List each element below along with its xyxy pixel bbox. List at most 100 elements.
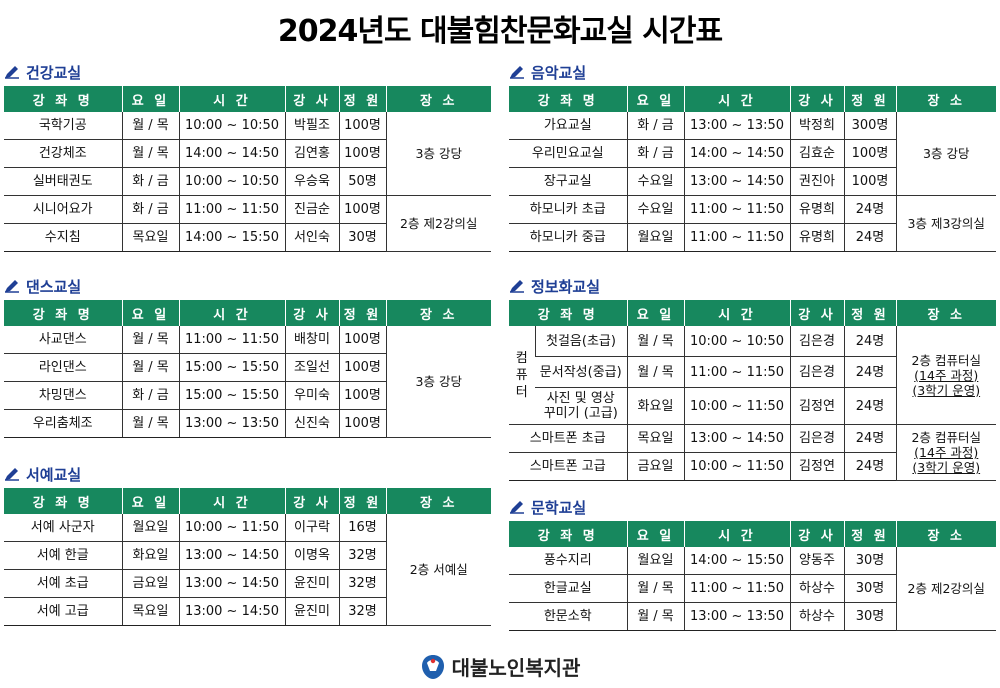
course-capacity: 300명 [843, 112, 896, 140]
table-row: 차밍댄스 화 / 금 15:00 ~ 15:50 우미숙 100명 [4, 381, 491, 410]
col-header-time: 시 간 [178, 86, 286, 112]
location-line: 2층 컴퓨터실 [911, 430, 981, 445]
course-time: 13:00 ~ 13:50 [178, 409, 285, 438]
course-day: 월 / 목 [626, 326, 684, 357]
table-row: 서예 한글 화요일 13:00 ~ 14:50 이명옥 32명 [4, 541, 491, 570]
table-row: 실버태권도 화 / 금 10:00 ~ 10:50 우승욱 50명 [4, 167, 491, 196]
course-time: 14:00 ~ 15:50 [178, 223, 285, 252]
schedule-table: 강 좌 명 요 일 시 간 강 사 정 원 장 소 컴 퓨 터 첫걸음(초급) … [509, 300, 996, 481]
group-label-computer: 컴 퓨 터 [509, 326, 535, 425]
table-row: 우리춤체조 월 / 목 13:00 ~ 13:50 신진숙 100명 [4, 409, 491, 438]
course-day: 화요일 [626, 387, 684, 425]
course-day: 수요일 [626, 167, 684, 196]
course-day: 월 / 목 [121, 409, 179, 438]
course-day: 월요일 [626, 547, 684, 575]
table-row: 건강체조 월 / 목 14:00 ~ 14:50 김연홍 100명 [4, 139, 491, 168]
col-header-time: 시 간 [683, 300, 791, 326]
course-name: 사교댄스 [4, 326, 122, 354]
course-teacher: 유명희 [789, 223, 844, 252]
section-header: 문학교실 [509, 497, 996, 517]
course-day: 화 / 금 [121, 195, 179, 224]
course-time: 10:00 ~ 10:50 [178, 167, 285, 196]
section-header: 건강교실 [4, 62, 491, 82]
course-day: 화 / 금 [626, 112, 684, 140]
course-day: 화 / 금 [121, 167, 179, 196]
col-header-name: 강 좌 명 [4, 86, 123, 112]
course-time: 11:00 ~ 11:50 [683, 223, 790, 252]
course-name: 수지침 [4, 223, 122, 252]
pencil-icon [510, 66, 524, 79]
course-name: 장구교실 [509, 167, 627, 196]
location-note: (3학기 운영) [912, 382, 981, 398]
col-header-time: 시 간 [683, 86, 791, 112]
section-health: 건강교실 강 좌 명 요 일 시 간 강 사 정 원 장 소 국학기공 월 / … [4, 62, 491, 252]
group-label-char: 컴 [515, 350, 528, 366]
section-info: 정보화교실 강 좌 명 요 일 시 간 강 사 정 원 장 소 컴 퓨 터 첫걸… [509, 276, 996, 481]
course-day: 목요일 [626, 424, 684, 453]
pencil-icon [5, 468, 19, 481]
col-header-capacity: 정 원 [843, 86, 897, 112]
table-row: 컴 퓨 터 첫걸음(초급) 월 / 목 10:00 ~ 10:50 김은경 24… [509, 326, 996, 425]
course-name: 서예 초급 [4, 569, 122, 598]
course-teacher: 조일선 [284, 353, 339, 382]
course-capacity: 100명 [843, 139, 896, 168]
course-name: 차밍댄스 [4, 381, 122, 410]
course-name: 서예 고급 [4, 597, 122, 626]
table-row: 가요교실 화 / 금 13:00 ~ 13:50 박정희 300명 3층 강당 [509, 112, 996, 196]
section-music: 음악교실 강 좌 명 요 일 시 간 강 사 정 원 장 소 가요교실 화 / … [509, 62, 996, 252]
section-dance: 댄스교실 강 좌 명 요 일 시 간 강 사 정 원 장 소 사교댄스 월 / … [4, 276, 491, 438]
section-title: 음악교실 [531, 63, 587, 82]
course-location: 3층 강당 [385, 112, 491, 196]
col-header-name: 강 좌 명 [509, 521, 628, 547]
table-row: 하모니카 초급 수요일 11:00 ~ 11:50 유명희 24명 3층 제3강… [509, 195, 996, 252]
course-capacity: 24명 [843, 326, 896, 357]
course-location: 2층 제2강의실 [385, 195, 491, 252]
course-capacity: 100명 [338, 326, 386, 354]
course-day: 금요일 [121, 569, 179, 598]
course-teacher: 신진숙 [284, 409, 339, 438]
pencil-icon [510, 280, 524, 293]
course-location: 2층 컴퓨터실 (14주 과정) (3학기 운영) [895, 326, 996, 425]
course-teacher: 우승욱 [284, 167, 339, 196]
course-location: 2층 서예실 [385, 514, 491, 626]
col-header-day: 요 일 [121, 300, 180, 326]
course-capacity: 24명 [843, 387, 896, 425]
course-teacher: 유명희 [789, 195, 844, 224]
course-name: 풍수지리 [509, 547, 627, 575]
col-header-teacher: 강 사 [789, 521, 845, 547]
location-note: (14주 과정) [914, 445, 979, 460]
schedule-table: 강 좌 명 요 일 시 간 강 사 정 원 장 소 국학기공 월 / 목 10:… [4, 86, 491, 252]
table-row: 수지침 목요일 14:00 ~ 15:50 서인숙 30명 [4, 223, 491, 252]
col-header-time: 시 간 [178, 300, 286, 326]
course-time: 11:00 ~ 11:50 [683, 356, 790, 388]
table-row: 국학기공 월 / 목 10:00 ~ 10:50 박필조 100명 3층 강당 [4, 112, 491, 196]
course-name: 한문소학 [509, 602, 627, 631]
logo-icon [421, 654, 444, 679]
col-header-name: 강 좌 명 [4, 300, 123, 326]
course-teacher: 권진아 [789, 167, 844, 196]
course-location: 3층 강당 [895, 112, 996, 196]
course-time: 10:00 ~ 10:50 [683, 326, 790, 357]
table-row: 한문소학 월 / 목 13:00 ~ 13:50 하상수 30명 [509, 602, 996, 631]
col-header-teacher: 강 사 [789, 86, 845, 112]
table-row: 사교댄스 월 / 목 11:00 ~ 11:50 배창미 100명 3층 강당 [4, 326, 491, 438]
course-teacher: 양동주 [789, 547, 844, 575]
col-header-capacity: 정 원 [338, 488, 387, 514]
col-header-location: 장 소 [895, 86, 996, 112]
course-day: 목요일 [121, 597, 179, 626]
col-header-teacher: 강 사 [284, 300, 340, 326]
course-capacity: 30명 [843, 602, 896, 631]
col-header-capacity: 정 원 [843, 521, 897, 547]
group-label-char: 퓨 [515, 367, 528, 383]
course-day: 월 / 목 [121, 326, 179, 354]
course-day: 월 / 목 [626, 602, 684, 631]
course-name: 우리춤체조 [4, 409, 122, 438]
table-row: 사진 및 영상 꾸미기 (고급) 화요일 10:00 ~ 11:50 김정연 2… [509, 387, 996, 425]
course-name: 실버태권도 [4, 167, 122, 196]
course-capacity: 24명 [843, 223, 896, 252]
course-name: 한글교실 [509, 574, 627, 603]
course-capacity: 24명 [843, 424, 896, 453]
course-capacity: 32명 [338, 541, 386, 570]
footer: 대불노인복지관 [0, 652, 1000, 681]
course-capacity: 100명 [338, 409, 386, 438]
